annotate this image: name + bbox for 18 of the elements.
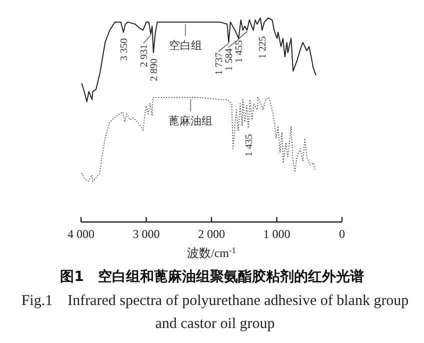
annotation: 1 737 [214, 52, 225, 75]
x-tick-label: 0 [339, 227, 345, 241]
x-tick-label: 2 000 [198, 227, 225, 241]
annotation: 1 225 [258, 36, 269, 59]
x-tick-label: 4 000 [68, 227, 94, 241]
series-label: 空白组 [168, 39, 202, 52]
annotation: 2 931 [138, 44, 150, 67]
annotation: 1 455 [234, 40, 245, 63]
annotation: 3 350 [118, 38, 130, 61]
annotation: 1 584 [224, 48, 235, 71]
annotation: 2 890 [148, 58, 160, 82]
series-label: 蓖麻油组 [168, 114, 213, 128]
text: 图1 空白组和蓖麻油组聚氨酯胶粘剂的红外光谱 [59, 268, 365, 286]
text: Fig.1 Infrared spectra of polyurethane adhesive of blank group and castor oil group [20, 292, 410, 334]
x-tick-label: 1 000 [263, 227, 290, 241]
annotation: 1 435 [244, 134, 255, 157]
x-tick-label: 3 000 [132, 227, 160, 241]
x-axis-title: 波数/cm$^{-1}$ [187, 246, 236, 260]
